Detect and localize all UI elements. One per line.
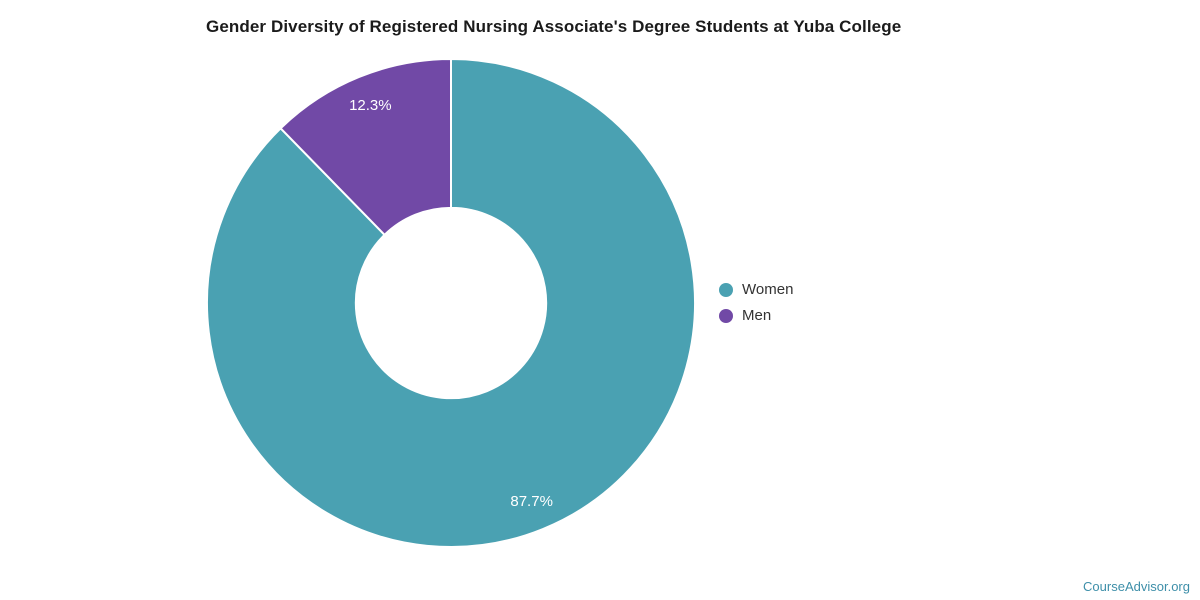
donut-chart: 87.7%12.3% bbox=[206, 58, 696, 548]
legend-marker-men-icon bbox=[719, 309, 733, 323]
courseadvisor-link[interactable]: CourseAdvisor.org bbox=[1083, 579, 1190, 594]
legend-item-women[interactable]: Women bbox=[719, 277, 793, 303]
pie-slice-women[interactable] bbox=[206, 58, 696, 548]
legend: Women Men bbox=[719, 277, 793, 329]
pie-slice-men[interactable] bbox=[279, 58, 452, 236]
chart-title: Gender Diversity of Registered Nursing A… bbox=[206, 17, 902, 36]
legend-marker-women-icon bbox=[719, 283, 733, 297]
legend-label-men: Men bbox=[742, 307, 772, 324]
legend-label-women: Women bbox=[742, 281, 794, 298]
legend-item-men[interactable]: Men bbox=[719, 303, 793, 329]
